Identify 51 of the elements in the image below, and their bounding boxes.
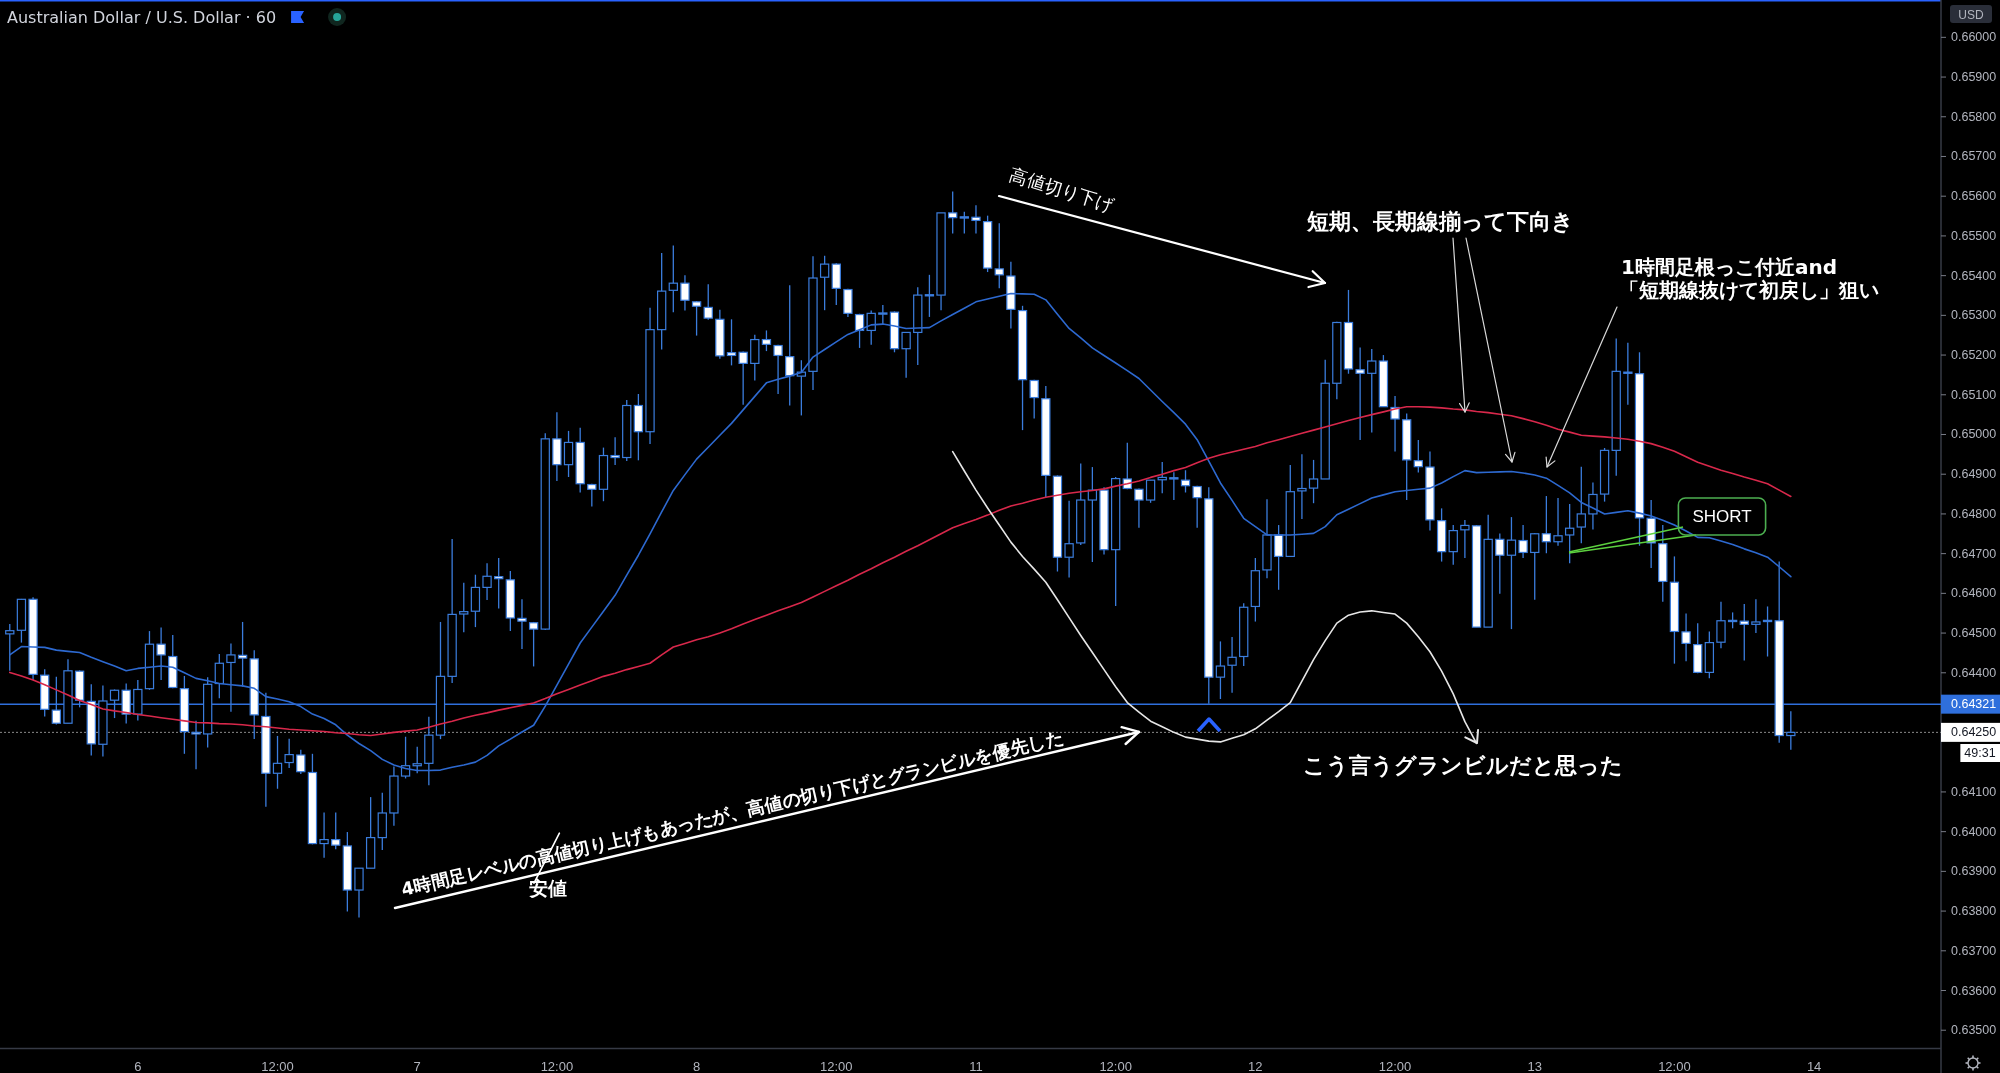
y-tick-label: 0.63600 xyxy=(1951,983,1997,998)
y-tick-label: 0.65000 xyxy=(1951,427,1997,442)
y-tick-label: 0.65600 xyxy=(1951,189,1997,204)
annotation: 高値切り下げ xyxy=(1007,163,1117,216)
annotation: SHORT xyxy=(1692,507,1752,526)
y-tick-label: 0.64800 xyxy=(1951,506,1997,521)
x-tick-label: 12:00 xyxy=(261,1058,294,1073)
y-tick-label: 0.65700 xyxy=(1951,149,1997,164)
x-tick-label: 12:00 xyxy=(820,1058,853,1073)
y-tick-label: 0.64100 xyxy=(1951,784,1997,799)
x-tick-label: 11 xyxy=(969,1058,983,1073)
annotation: 安値 xyxy=(529,877,567,899)
y-tick-label: 0.63500 xyxy=(1951,1023,1997,1038)
annotation: 短期、長期線揃って下向き xyxy=(1306,209,1574,234)
x-tick-label: 8 xyxy=(692,1058,701,1073)
annotation: こう言うグランビルだと思った xyxy=(1303,753,1623,778)
annotation: 1時間足根っこ付近and xyxy=(1621,255,1837,279)
y-tick-label: 0.64700 xyxy=(1951,546,1997,561)
y-tick-label: 0.65500 xyxy=(1951,228,1997,243)
y-tick-label: 0.65800 xyxy=(1951,109,1997,124)
y-tick-label: 0.64600 xyxy=(1951,586,1997,601)
annotation: 「短期線抜けて初戻し」狙い xyxy=(1619,278,1879,302)
x-tick-label: 12:00 xyxy=(1099,1058,1132,1073)
x-tick-label: 14 xyxy=(1806,1058,1822,1073)
y-tick-label: 0.63800 xyxy=(1951,904,1997,919)
annotation: 49:31 xyxy=(1960,744,2000,762)
y-tick-label: 0.65300 xyxy=(1951,308,1997,323)
ref-line-label: 0.64321 xyxy=(1951,697,1997,712)
ref-line-label: 0.64250 xyxy=(1951,725,1997,740)
y-tick-label: 0.63700 xyxy=(1951,943,1997,958)
y-tick-label: 0.65900 xyxy=(1951,70,1997,85)
x-tick-label: 12:00 xyxy=(1658,1058,1691,1073)
y-tick-label: 0.65100 xyxy=(1951,387,1997,402)
title: Australian Dollar / U.S. Dollar · 60 xyxy=(7,8,277,27)
y-tick-label: 0.63900 xyxy=(1951,864,1997,879)
x-tick-label: 12 xyxy=(1248,1058,1263,1073)
y-tick-label: 0.65400 xyxy=(1951,268,1997,283)
y-tick-label: 0.66000 xyxy=(1951,30,1997,45)
annotation: SHORT xyxy=(1677,497,1767,536)
y-axis-label: USD xyxy=(1950,5,1992,23)
y-tick-label: 0.64500 xyxy=(1951,626,1997,641)
y-axis-title: USD xyxy=(1958,7,1984,22)
x-tick-label: 12:00 xyxy=(540,1058,574,1073)
y-tick-label: 0.64000 xyxy=(1951,824,1997,839)
y-tick-label: 0.64400 xyxy=(1951,665,1997,680)
y-tick-label: 0.65200 xyxy=(1951,348,1997,363)
x-tick-label: 12:00 xyxy=(1378,1058,1412,1073)
x-tick-label: 6 xyxy=(134,1058,142,1073)
x-tick-label: 7 xyxy=(413,1058,421,1073)
x-tick-label: 13 xyxy=(1527,1058,1542,1073)
y-tick-label: 0.64900 xyxy=(1951,467,1997,482)
